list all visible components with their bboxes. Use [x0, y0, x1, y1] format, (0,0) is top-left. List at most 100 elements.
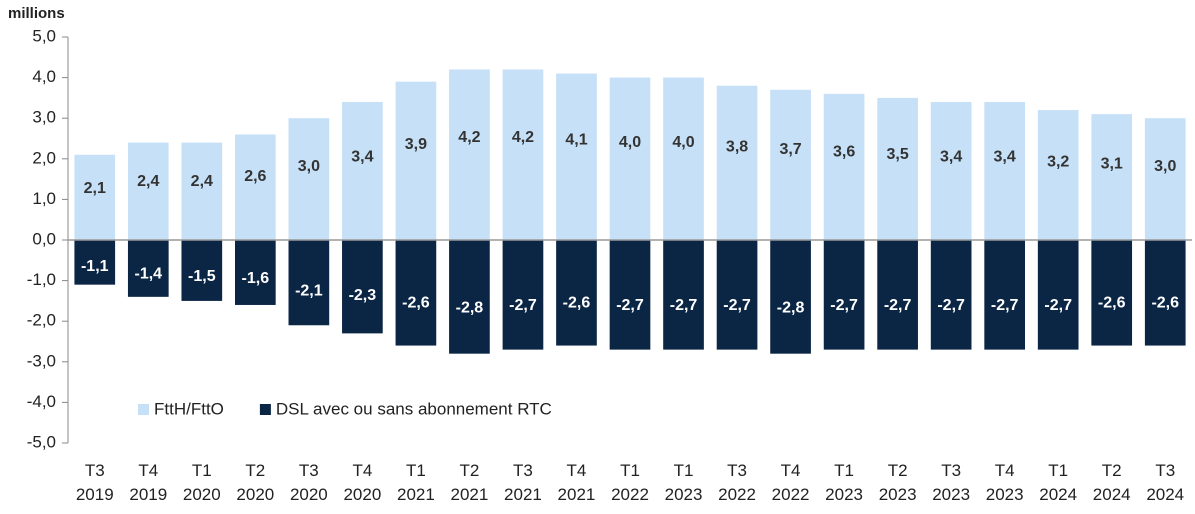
- y-tick-label: 2,0: [32, 148, 56, 167]
- value-label: -1,5: [188, 268, 216, 285]
- x-tick-label-line: T3: [513, 461, 533, 480]
- bar: [877, 97, 918, 241]
- x-tick-label: T3 2021: [504, 461, 542, 504]
- bar: [1144, 240, 1186, 346]
- y-tick-label: -5,0: [27, 432, 56, 451]
- legend-label: DSL avec ou sans abonnement RTC: [276, 399, 552, 418]
- x-tick-label-line: T3: [1155, 461, 1175, 480]
- x-tick-label-line: 2023: [879, 485, 917, 504]
- bar: [663, 240, 704, 350]
- bar: [181, 142, 223, 240]
- legend-swatch: [259, 404, 271, 415]
- value-label: 2,1: [84, 180, 106, 197]
- x-tick-label-line: T1: [674, 461, 694, 480]
- bar: [502, 240, 544, 350]
- value-label: -2,7: [509, 297, 537, 314]
- x-tick-label: T4 2022: [772, 461, 810, 504]
- x-tick-label-line: T4: [781, 461, 801, 480]
- value-label: -1,4: [134, 265, 162, 282]
- y-tick-label: 4,0: [32, 67, 56, 86]
- x-tick-label-line: 2024: [1146, 485, 1184, 504]
- value-label: -2,1: [295, 282, 323, 299]
- value-label: 3,4: [940, 148, 962, 165]
- value-label: -2,6: [402, 295, 430, 312]
- bar: [1037, 110, 1079, 240]
- bar: [663, 77, 704, 240]
- x-tick-label-line: T1: [834, 461, 854, 480]
- value-label: 3,0: [1154, 158, 1176, 175]
- x-tick-label-line: 2022: [611, 485, 649, 504]
- x-tick-label: T4 2021: [558, 461, 596, 504]
- value-label: 4,2: [512, 129, 534, 146]
- bar: [288, 118, 330, 240]
- x-tick-label-line: 2021: [451, 485, 489, 504]
- bar: [1144, 118, 1186, 240]
- x-tick-label-line: 2024: [1093, 485, 1131, 504]
- value-label: -2,6: [1151, 295, 1179, 312]
- x-tick-label: T2 2021: [451, 461, 489, 504]
- value-label: -1,1: [81, 258, 109, 275]
- value-label: -2,7: [670, 297, 698, 314]
- value-label: -2,7: [937, 297, 965, 314]
- value-label: -2,7: [1044, 297, 1072, 314]
- x-tick-label-line: 2020: [236, 485, 274, 504]
- bar: [74, 154, 116, 240]
- value-label: 3,7: [779, 141, 801, 158]
- bar: [556, 73, 597, 240]
- bar: [1091, 114, 1133, 240]
- x-tick-label: T1 2024: [1039, 461, 1077, 504]
- bar: [181, 240, 223, 301]
- value-label: 3,5: [886, 146, 908, 163]
- y-tick-label: 5,0: [32, 26, 56, 45]
- x-tick-label: T3 2023: [932, 461, 970, 504]
- bar: [234, 134, 276, 240]
- x-tick-label-line: 2023: [986, 485, 1024, 504]
- x-tick-label: T3 2022: [718, 461, 756, 504]
- bar: [449, 240, 490, 354]
- x-tick-label: T4 2019: [129, 461, 167, 504]
- value-label: 2,6: [244, 168, 266, 185]
- bar: [877, 240, 918, 350]
- value-label: -2,7: [616, 297, 644, 314]
- x-tick-label-line: 2019: [129, 485, 167, 504]
- bar: [716, 240, 758, 350]
- x-tick-label-line: T3: [727, 461, 747, 480]
- x-tick-label-line: T3: [299, 461, 319, 480]
- value-label: -2,7: [884, 297, 912, 314]
- x-tick-label-line: 2022: [718, 485, 756, 504]
- bar: [1037, 240, 1079, 350]
- x-tick-label-line: 2021: [558, 485, 596, 504]
- x-tick-label: T3 2020: [290, 461, 328, 504]
- legend-label: FttH/FttO: [154, 399, 224, 418]
- x-tick-label-line: T3: [85, 461, 105, 480]
- bar: [342, 101, 383, 241]
- y-tick-label: -3,0: [27, 351, 56, 370]
- value-label: 4,0: [619, 134, 641, 151]
- x-tick-label: T3 2019: [76, 461, 114, 504]
- y-axis-label: millions: [8, 5, 65, 22]
- bar: [930, 240, 972, 350]
- bar: [609, 240, 651, 350]
- bar: [502, 69, 544, 240]
- x-tick-label-line: 2020: [183, 485, 221, 504]
- x-tick-label-line: T2: [888, 461, 908, 480]
- y-tick-label: 1,0: [32, 189, 56, 208]
- x-tick-label-line: T1: [192, 461, 212, 480]
- x-tick-label: T1 2023: [825, 461, 863, 504]
- x-tick-label-line: 2023: [665, 485, 703, 504]
- value-label: 2,4: [191, 173, 213, 190]
- legend-swatch: [138, 404, 149, 415]
- value-label: -2,3: [349, 287, 377, 304]
- x-tick-label-line: T2: [1102, 461, 1122, 480]
- x-tick-label-line: 2021: [504, 485, 542, 504]
- bar: [1091, 240, 1133, 346]
- value-label: 3,4: [994, 148, 1016, 165]
- bar: [395, 81, 437, 240]
- x-tick-label-line: T4: [138, 461, 158, 480]
- bar: [770, 240, 811, 354]
- x-tick-label: T4 2023: [986, 461, 1024, 504]
- x-tick-label-line: T2: [245, 461, 265, 480]
- value-label: 2,4: [137, 173, 159, 190]
- bar: [342, 240, 383, 334]
